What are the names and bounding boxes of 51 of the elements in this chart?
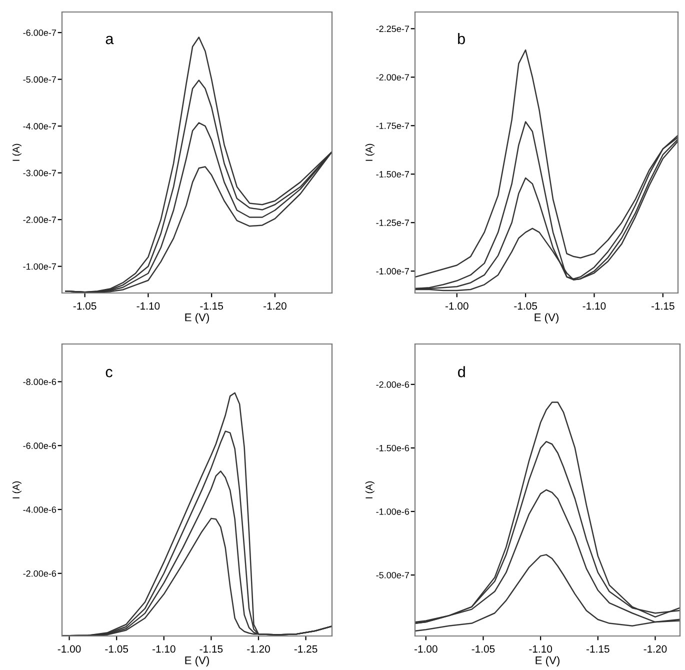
annotation: d (458, 366, 465, 378)
y-tick-label: -2.00e-7 (376, 74, 409, 81)
y-tick-label: -2.25e-7 (376, 26, 409, 32)
x-tick-label: -1.00 (414, 645, 438, 653)
y-tick-label: -1.75e-7 (376, 122, 409, 129)
y-axis-title: I (A) (365, 481, 374, 498)
y-tick-label: -4.00e-6 (23, 506, 56, 513)
annotation: c (106, 368, 112, 378)
x-axis-title: E (V) (185, 313, 209, 324)
x-tick-label: -1.20 (644, 645, 667, 653)
y-tick-label: -5.00e-7 (376, 572, 409, 578)
x-axis-title: E (V) (185, 656, 209, 666)
y-tick-label: -2.00e-7 (23, 216, 56, 223)
y-tick-label: -1.00e-6 (376, 508, 410, 515)
y-tick-label: -1.00e-7 (376, 268, 409, 274)
x-tick-label: -1.10 (152, 645, 176, 653)
y-tick-label: -6.00e-7 (23, 30, 56, 36)
y-tick-label: -1.50e-7 (376, 171, 409, 178)
y-tick-label: -1.00e-7 (23, 263, 56, 270)
x-tick-label: -1.00 (445, 302, 468, 310)
x-tick-label: -1.05 (472, 645, 495, 653)
x-tick-label: -1.00 (58, 645, 81, 653)
x-tick-label: -1.15 (651, 302, 674, 310)
y-tick-label: -8.00e-6 (23, 378, 56, 386)
y-tick-label: -1.50e-6 (376, 444, 410, 452)
x-tick-label: -1.15 (200, 302, 224, 310)
annotation: b (458, 32, 465, 44)
x-tick-label: -1.20 (264, 302, 286, 310)
x-axis-title: E (V) (536, 656, 560, 666)
x-tick-label: -1.15 (586, 645, 610, 653)
y-tick-label: -1.25e-7 (376, 220, 409, 226)
x-tick-label: -1.05 (73, 302, 96, 310)
y-axis-title: I (A) (365, 144, 374, 161)
y-tick-label: -3.00e-7 (23, 170, 56, 176)
y-tick-label: -5.00e-7 (23, 76, 56, 83)
x-tick-label: -1.25 (294, 645, 318, 653)
x-tick-label: -1.05 (105, 645, 128, 653)
x-tick-label: -1.05 (514, 302, 537, 310)
y-tick-label: -6.00e-6 (23, 442, 56, 449)
annotation: a (106, 36, 114, 44)
x-tick-label: -1.20 (247, 645, 270, 653)
y-axis-title: I (A) (12, 481, 22, 498)
x-axis-title: E (V) (534, 313, 558, 324)
y-tick-label: -4.00e-7 (23, 123, 56, 130)
y-tick-label: -2.00e-6 (376, 381, 410, 388)
x-tick-label: -1.10 (582, 302, 606, 310)
x-tick-label: -1.10 (136, 302, 160, 310)
x-tick-label: -1.15 (200, 645, 223, 653)
y-axis-title: I (A) (12, 144, 22, 161)
y-tick-label: -2.00e-6 (23, 570, 56, 577)
x-tick-label: -1.10 (529, 645, 552, 653)
